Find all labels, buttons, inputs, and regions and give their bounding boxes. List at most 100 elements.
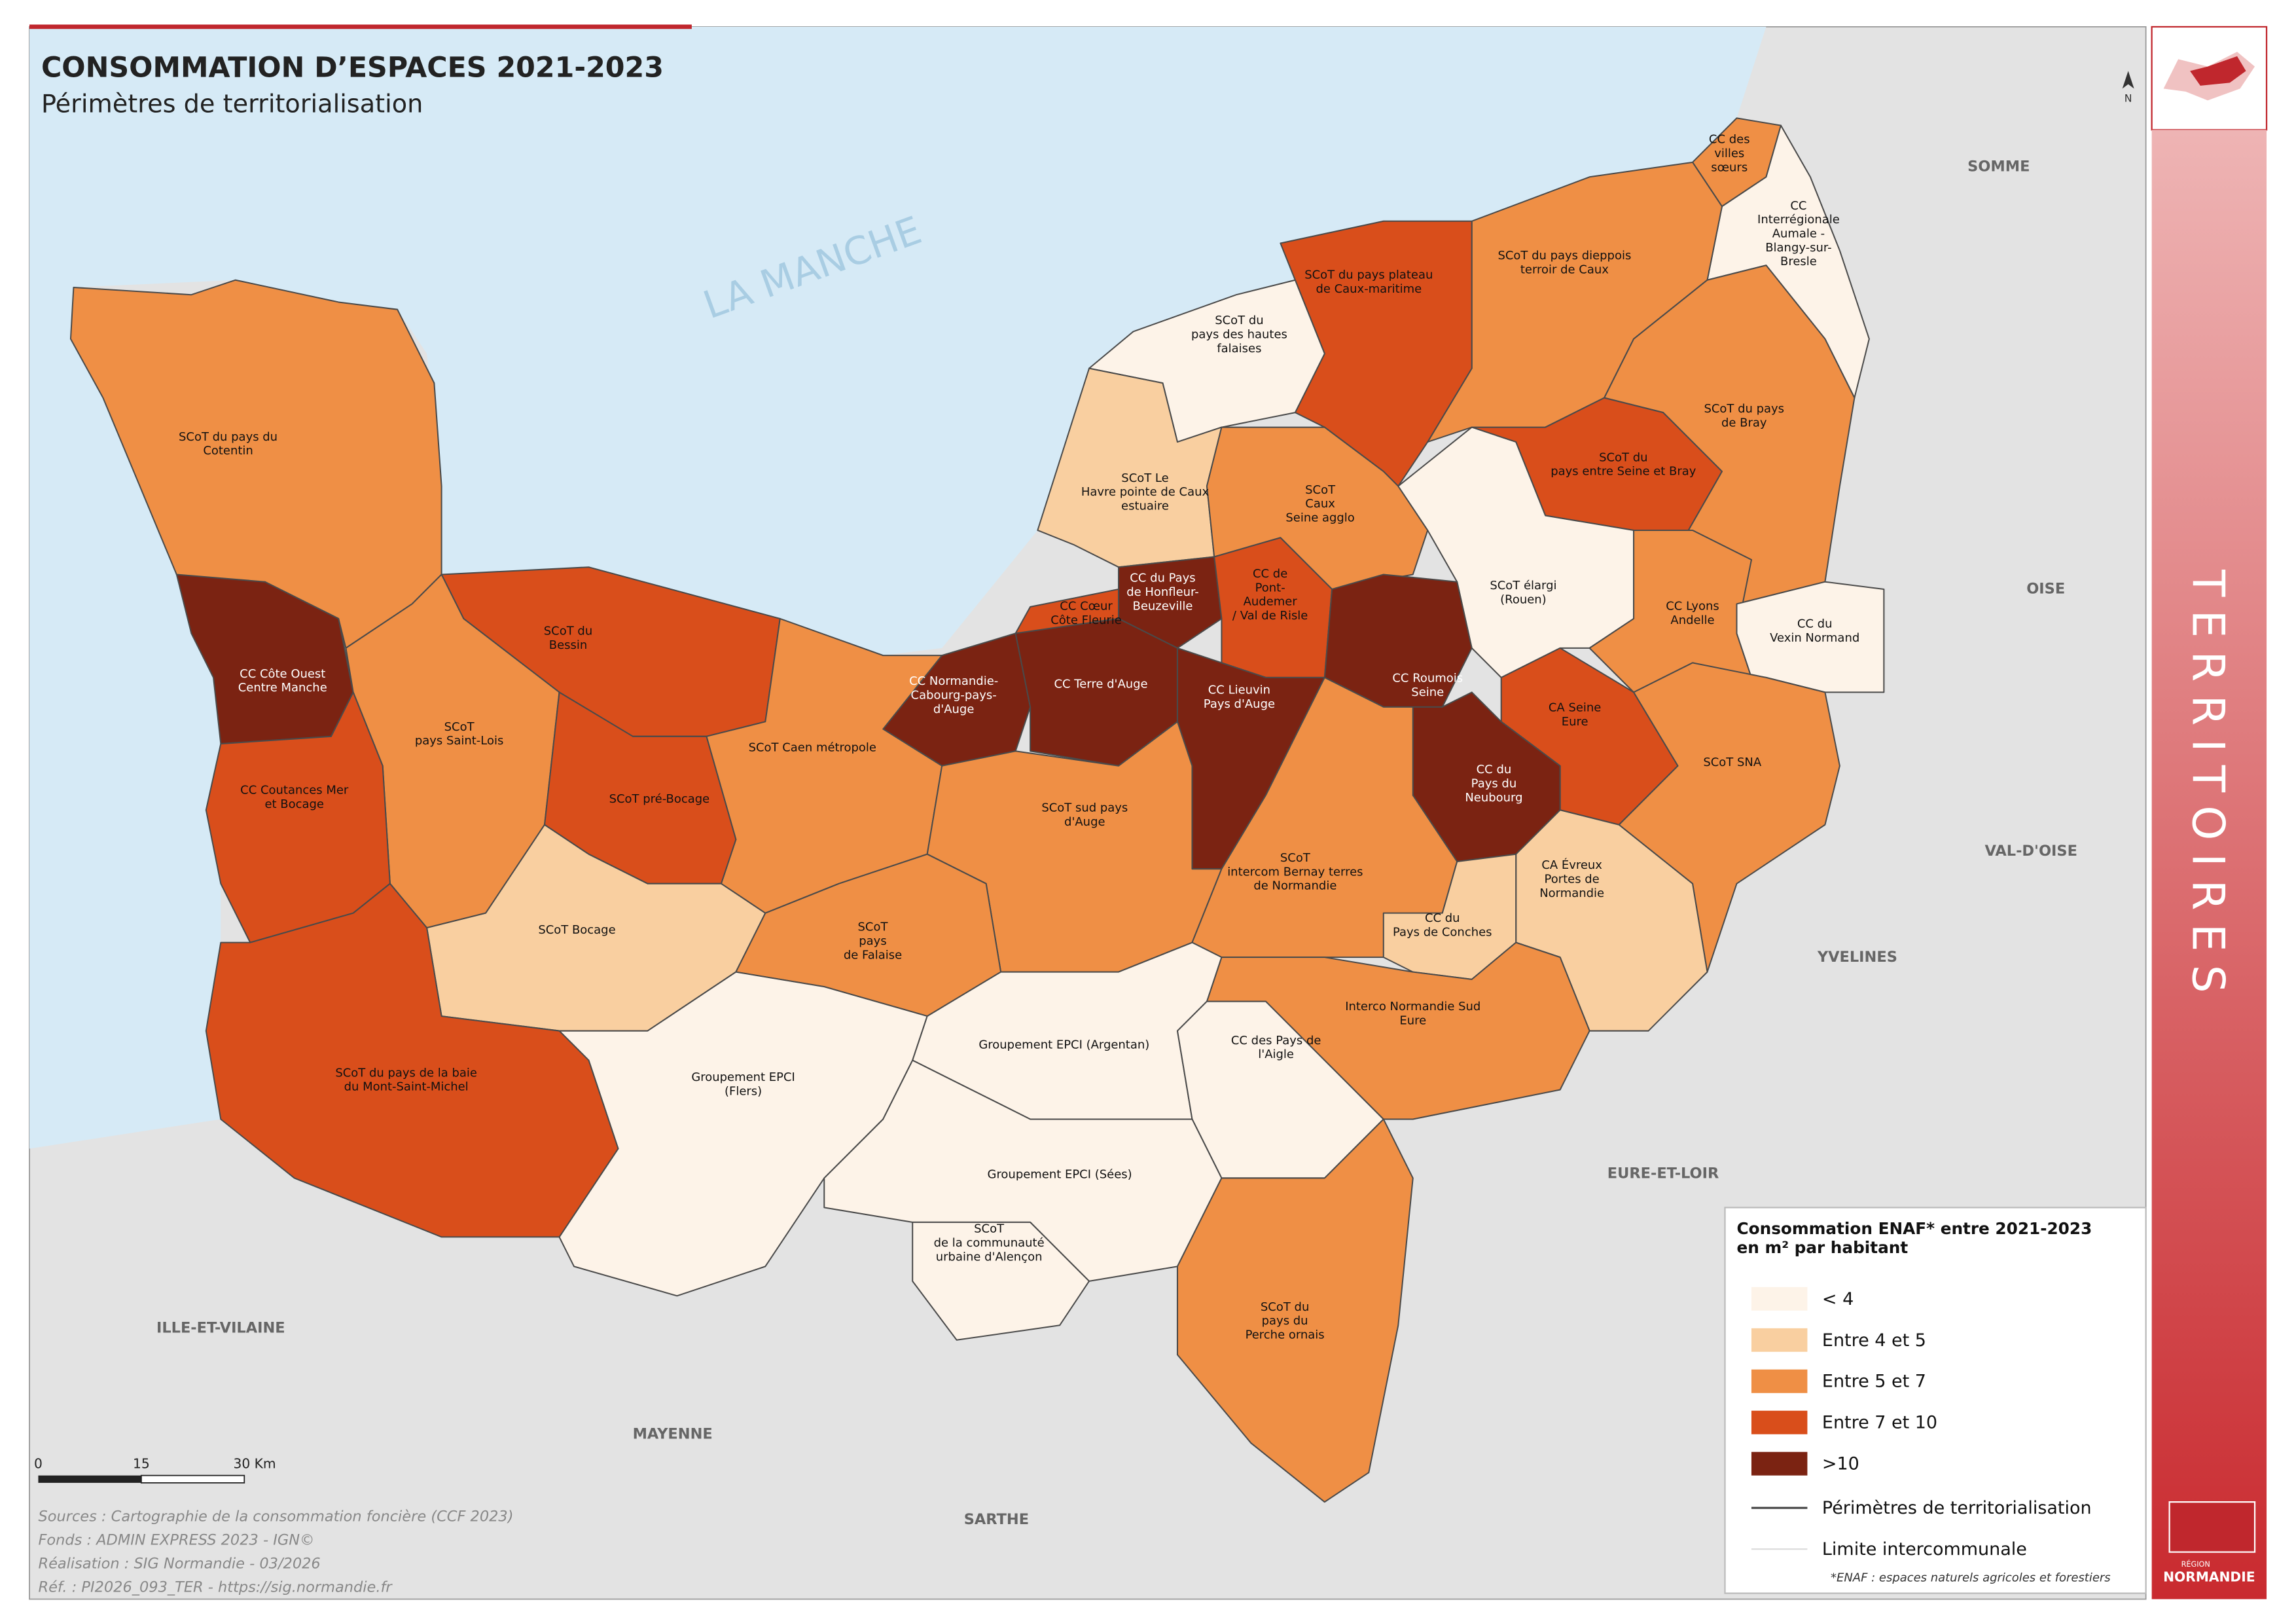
territory-label-line: SCoT élargi bbox=[1490, 579, 1556, 593]
scale-label: 30 Km bbox=[233, 1455, 276, 1471]
sea bbox=[29, 26, 1767, 1149]
territory-label-line: SCoT du bbox=[1215, 314, 1263, 327]
territory-label-line: Pays d'Auge bbox=[1204, 697, 1275, 711]
territory-label: SCoT du pays de la baie du Mont-Saint-Mic… bbox=[335, 1066, 477, 1093]
territories bbox=[69, 117, 1885, 1503]
territory-label: CC Lyons Andelle bbox=[1666, 599, 1719, 627]
side-label: TERRITOIRES bbox=[2183, 569, 2234, 1006]
legend-title: Consommation ENAF* entre 2021-2023 en m²… bbox=[1736, 1219, 2097, 1257]
territory-label-line: CC Coutances Mer bbox=[240, 784, 349, 797]
legend: Consommation ENAF* entre 2021-2023 en m²… bbox=[1724, 1207, 2147, 1594]
territory-label-line: Portes de bbox=[1545, 873, 1600, 886]
territory-label: CA Seine Eure bbox=[1549, 701, 1601, 729]
neighbor-label: EURE-ET-LOIR bbox=[1607, 1165, 1719, 1182]
territory-label: Groupement EPCI (Flers) bbox=[691, 1070, 795, 1098]
territory-label: Interco Normandie Sud Eure bbox=[1345, 1000, 1480, 1027]
territory-label-line: Beuzeville bbox=[1133, 599, 1193, 613]
legend-swatch bbox=[1751, 1451, 1808, 1476]
territory-label-line: Cotentin bbox=[203, 444, 253, 458]
legend-label: Entre 4 et 5 bbox=[1822, 1330, 1926, 1351]
territory-label-line: Groupement EPCI (Sées) bbox=[988, 1167, 1132, 1181]
territory-label-line: pays des hautes bbox=[1191, 328, 1287, 342]
territory-label-line: Bresle bbox=[1780, 255, 1817, 268]
territory-label-line: (Flers) bbox=[725, 1084, 762, 1098]
territory-label-line: pays Saint-Lois bbox=[415, 734, 504, 748]
territory-label: SCoT intercom Bernay terres de Normandie bbox=[1227, 851, 1363, 893]
territory-label-line: CC de bbox=[1253, 567, 1287, 581]
territory-label: SCoT du pays des hautes falaises bbox=[1191, 314, 1287, 356]
territory-label-line: SCoT bbox=[1280, 851, 1311, 865]
legend-title-line: en m² par habitant bbox=[1736, 1238, 1908, 1257]
territory-label-line: villes bbox=[1714, 147, 1744, 160]
neighbor-label: YVELINES bbox=[1817, 949, 1897, 966]
scale-segment bbox=[38, 1475, 141, 1483]
territory-label-line: Perche ornais bbox=[1246, 1328, 1325, 1342]
territory-label-line: Neubourg bbox=[1465, 791, 1522, 805]
territory-label: CC de Pont-Audemer / Val de Risle bbox=[1232, 567, 1308, 623]
territory-label-line: Bessin bbox=[549, 638, 588, 652]
territory-label-line: Cabourg-pays- bbox=[911, 688, 997, 702]
territory bbox=[1618, 662, 1840, 973]
territory-label: SCoT de la communauté urbaine d'Alençon bbox=[934, 1222, 1045, 1264]
legend-label: Entre 5 et 7 bbox=[1822, 1372, 1926, 1392]
territory-label-line: Caux bbox=[1305, 497, 1335, 511]
territory-label-line: Interco Normandie Sud bbox=[1345, 1000, 1480, 1013]
territory-label: SCoT SNA bbox=[1703, 756, 1761, 769]
territory-label-line: SCoT bbox=[974, 1222, 1005, 1236]
territory-label-line: SCoT bbox=[444, 720, 475, 734]
scale-segment bbox=[140, 1474, 245, 1484]
subtitle: Périmètres de territorialisation bbox=[41, 90, 423, 119]
legend-swatch bbox=[1751, 1328, 1808, 1352]
territory-label-line: CC Lieuvin bbox=[1208, 684, 1270, 697]
territory-label-line: Pays de Conches bbox=[1393, 926, 1492, 939]
territory-label-line: SCoT sud pays bbox=[1041, 801, 1128, 815]
source-line: Réf. : PI2026_093_TER - https://sig.norm… bbox=[38, 1578, 393, 1596]
territory-label-line: Audemer bbox=[1244, 595, 1298, 609]
legend-label: Périmètres de territorialisation bbox=[1822, 1498, 2092, 1518]
territory-label: CC du Pays du Neubourg bbox=[1465, 763, 1522, 805]
logo-big: NORMANDIE bbox=[2163, 1569, 2255, 1585]
territory-label: Groupement EPCI (Sées) bbox=[988, 1167, 1132, 1181]
territory-label-line: falaises bbox=[1217, 342, 1261, 356]
scale-bar: 0 15 30 Km bbox=[34, 1455, 276, 1484]
territory-label: SCoT pays de Falaise bbox=[844, 921, 902, 962]
territory-label-line: de Caux-maritime bbox=[1316, 282, 1422, 296]
source-line: Fonds : ADMIN EXPRESS 2023 - IGN© bbox=[38, 1531, 314, 1548]
legend-note: *ENAF : espaces naturels agricoles et fo… bbox=[1831, 1571, 2111, 1585]
territory bbox=[1118, 556, 1223, 649]
territory-label-line: l'Aigle bbox=[1258, 1048, 1294, 1061]
territory-label-line: CA Seine bbox=[1549, 701, 1601, 715]
territory-label-line: SCoT bbox=[1305, 483, 1336, 497]
territory-label: SCoT du pays dieppois terroir de Caux bbox=[1498, 249, 1631, 276]
neighbor-label: SARTHE bbox=[964, 1511, 1029, 1528]
territory-label: SCoT élargi (Rouen) bbox=[1490, 579, 1556, 606]
neighbor-label: VAL-D'OISE bbox=[1985, 843, 2077, 860]
territory-label: SCoT du pays du Cotentin bbox=[179, 430, 278, 458]
territory-label: Groupement EPCI (Argentan) bbox=[978, 1038, 1149, 1052]
source-line: Réalisation : SIG Normandie - 03/2026 bbox=[38, 1555, 320, 1572]
territory-label: CA Évreux Portes de Normandie bbox=[1539, 858, 1604, 900]
territory-label-line: Groupement EPCI (Argentan) bbox=[978, 1038, 1149, 1052]
territory-label-line: CC du Pays bbox=[1130, 572, 1195, 585]
territory-label-line: SCoT du pays du bbox=[179, 430, 278, 444]
territory-label-line: Interrégionale bbox=[1757, 213, 1840, 227]
territory-label-line: SCoT pré-Bocage bbox=[609, 792, 710, 806]
territory-label-line: sœurs bbox=[1711, 160, 1748, 174]
territory-label-line: Eure bbox=[1399, 1013, 1426, 1027]
territory-label-line: Groupement EPCI bbox=[691, 1070, 795, 1084]
territory-label-line: de la communauté bbox=[934, 1236, 1045, 1250]
legend-title-line: Consommation ENAF* entre 2021-2023 bbox=[1736, 1219, 2092, 1238]
scale-label: 15 bbox=[133, 1455, 150, 1471]
territory-label-line: pays entre Seine et Bray bbox=[1551, 465, 1696, 479]
territory-label-line: terroir de Caux bbox=[1520, 263, 1609, 277]
territory-label: CC Côte Ouest Centre Manche bbox=[238, 667, 327, 695]
territory-label-line: SCoT Le bbox=[1121, 471, 1168, 485]
territory-label: CC Coutances Mer et Bocage bbox=[240, 784, 349, 811]
territory-label: SCoT Caux Seine agglo bbox=[1285, 483, 1354, 525]
territory-label-line: d'Auge bbox=[1064, 815, 1105, 829]
territory-label: CC du Pays de Honfleur-Beuzeville bbox=[1126, 572, 1199, 613]
territory-label-line: pays du bbox=[1262, 1314, 1308, 1328]
territory-label: CC du Pays de Conches bbox=[1393, 911, 1492, 939]
territory-label-line: Pays du bbox=[1471, 776, 1517, 790]
